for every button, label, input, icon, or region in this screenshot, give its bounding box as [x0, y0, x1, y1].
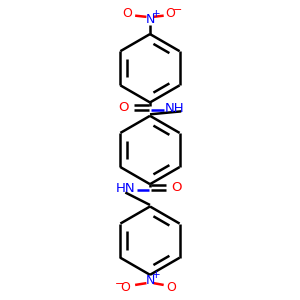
Text: O: O [121, 281, 130, 294]
Text: N: N [145, 274, 155, 287]
Text: −: − [115, 279, 124, 289]
Text: NH: NH [165, 102, 184, 115]
Text: O: O [166, 281, 176, 294]
Text: N: N [145, 13, 155, 26]
Text: HN: HN [116, 182, 135, 195]
Text: O: O [165, 8, 175, 20]
Text: +: + [152, 9, 161, 19]
Text: O: O [118, 101, 129, 114]
Text: O: O [122, 8, 132, 20]
Text: O: O [172, 181, 182, 194]
Text: −: − [173, 5, 182, 15]
Text: +: + [152, 270, 161, 280]
